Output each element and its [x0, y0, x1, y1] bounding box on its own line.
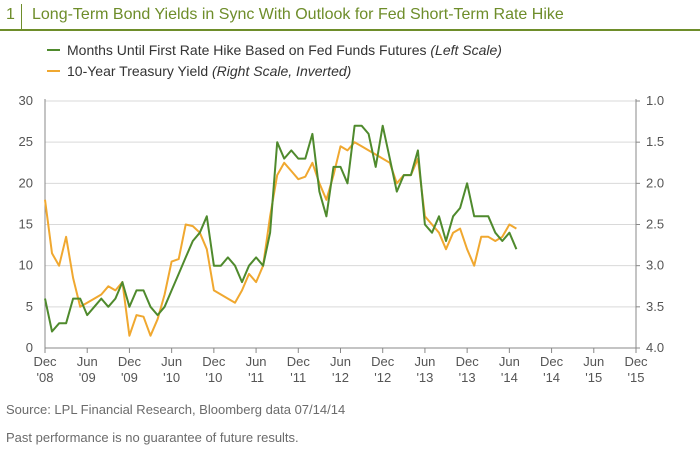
x-tick-label-month: Jun	[583, 354, 604, 369]
x-tick-label-year: '09	[121, 370, 138, 385]
x-tick-label-month: Dec	[33, 354, 57, 369]
legend-series-note: (Right Scale, Inverted)	[212, 63, 351, 79]
series-group	[44, 124, 518, 337]
left-tick-label: 5	[26, 299, 33, 314]
x-tick-label-year: '13	[459, 370, 476, 385]
x-tick-label-month: Dec	[371, 354, 395, 369]
series-line-months-until-hike	[44, 124, 518, 333]
left-axis-ticks: 0 5 10 15 20 25 30	[19, 93, 33, 355]
legend-series-name: 10-Year Treasury Yield	[67, 63, 212, 79]
x-tick-label-month: Jun	[330, 354, 351, 369]
x-tick-label-month: Dec	[118, 354, 142, 369]
figure-title: Long-Term Bond Yields in Sync With Outlo…	[32, 6, 564, 23]
x-tick-label-month: Dec	[540, 354, 564, 369]
figure-number: 1	[6, 6, 15, 23]
chart: Months Until First Rate Hike Based on Fe…	[19, 42, 665, 385]
x-tick-label-year: '15	[585, 370, 602, 385]
x-tick-label-year: '14	[501, 370, 518, 385]
left-tick-label: 0	[26, 340, 33, 355]
left-tick-label: 15	[19, 217, 33, 232]
left-tick-label: 20	[19, 175, 33, 190]
legend-series-note: (Left Scale)	[430, 42, 502, 58]
legend-label-2: 10-Year Treasury Yield (Right Scale, Inv…	[67, 63, 351, 79]
x-tick-label-year: '12	[374, 370, 391, 385]
header-rule	[0, 29, 700, 31]
x-tick-label-year: '11	[290, 370, 306, 385]
x-tick-label-year: '10	[205, 370, 222, 385]
x-tick-label-year: '10	[163, 370, 180, 385]
x-tick-label-year: '12	[332, 370, 349, 385]
x-tick-label-month: Jun	[414, 354, 435, 369]
x-tick-label-month: Jun	[246, 354, 267, 369]
x-tick-label-year: '08	[37, 370, 54, 385]
left-tick-label: 25	[19, 134, 33, 149]
series-line-10yr-treasury	[44, 141, 517, 337]
figure-header: 1 Long-Term Bond Yields in Sync With Out…	[0, 0, 700, 31]
right-tick-label: 2.0	[646, 175, 664, 190]
disclaimer-note: Past performance is no guarantee of futu…	[6, 430, 299, 445]
x-axis-ticks: Dec'08Jun'09Dec'09Jun'10Dec'10Jun'11Dec'…	[33, 348, 648, 385]
x-tick-label-month: Dec	[202, 354, 226, 369]
legend-label-1: Months Until First Rate Hike Based on Fe…	[67, 42, 502, 58]
right-tick-label: 1.5	[646, 134, 664, 149]
header-separator	[21, 4, 22, 29]
x-tick-label-month: Dec	[624, 354, 648, 369]
x-tick-label-month: Jun	[499, 354, 520, 369]
x-tick-label-month: Jun	[77, 354, 98, 369]
x-tick-label-year: '09	[79, 370, 96, 385]
x-tick-label-year: '15	[628, 370, 645, 385]
right-tick-label: 3.0	[646, 258, 664, 273]
right-tick-label: 2.5	[646, 217, 664, 232]
right-tick-label: 4.0	[646, 340, 664, 355]
x-tick-label-year: '14	[543, 370, 560, 385]
legend-series-name: Months Until First Rate Hike Based on Fe…	[67, 42, 430, 58]
legend: Months Until First Rate Hike Based on Fe…	[47, 42, 502, 79]
x-tick-label-year: '13	[416, 370, 433, 385]
right-tick-label: 3.5	[646, 299, 664, 314]
right-axis-ticks: 4.0 3.5 3.0 2.5 2.0 1.5 1.0	[636, 93, 664, 355]
axes	[44, 99, 637, 349]
grid-lines	[45, 100, 636, 308]
x-tick-label-month: Dec	[287, 354, 311, 369]
x-tick-label-month: Jun	[161, 354, 182, 369]
x-tick-label-month: Dec	[456, 354, 480, 369]
x-tick-label-year: '11	[248, 370, 264, 385]
right-tick-label: 1.0	[646, 93, 664, 108]
left-tick-label: 30	[19, 93, 33, 108]
source-note: Source: LPL Financial Research, Bloomber…	[6, 402, 346, 417]
left-tick-label: 10	[19, 258, 33, 273]
